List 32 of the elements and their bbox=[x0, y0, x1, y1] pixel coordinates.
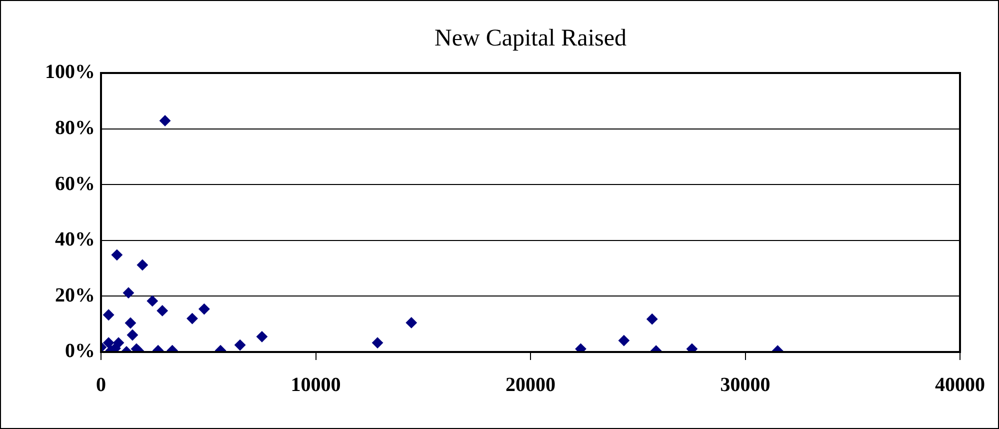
point bbox=[103, 309, 114, 320]
point bbox=[256, 331, 268, 342]
x-tick-label: 30000 bbox=[720, 374, 770, 396]
point bbox=[406, 317, 417, 328]
point bbox=[198, 304, 210, 315]
point bbox=[103, 337, 114, 348]
point bbox=[160, 115, 171, 126]
point bbox=[234, 340, 246, 351]
point bbox=[136, 259, 148, 270]
point bbox=[186, 313, 198, 324]
x-tick-label: 20000 bbox=[506, 374, 556, 396]
x-tick-label: 0 bbox=[96, 374, 106, 396]
point bbox=[575, 343, 586, 352]
y-tick-label: 0% bbox=[65, 340, 95, 362]
y-tick-label: 100% bbox=[45, 61, 95, 84]
point bbox=[686, 343, 698, 352]
chart-title: New Capital Raised bbox=[434, 25, 626, 52]
y-tick-label: 60% bbox=[55, 172, 95, 195]
point bbox=[111, 249, 122, 260]
point bbox=[126, 329, 138, 340]
point bbox=[146, 295, 158, 306]
x-tick-label: 40000 bbox=[935, 374, 985, 396]
point bbox=[156, 305, 168, 316]
point bbox=[646, 314, 658, 325]
y-tick-label: 40% bbox=[55, 228, 95, 251]
y-tick-label: 20% bbox=[55, 284, 95, 306]
point bbox=[124, 317, 136, 328]
y-tick-label: 80% bbox=[55, 116, 95, 139]
x-tick-label: 10000 bbox=[290, 374, 341, 396]
point bbox=[122, 287, 134, 298]
point bbox=[372, 337, 384, 348]
point bbox=[618, 335, 630, 346]
